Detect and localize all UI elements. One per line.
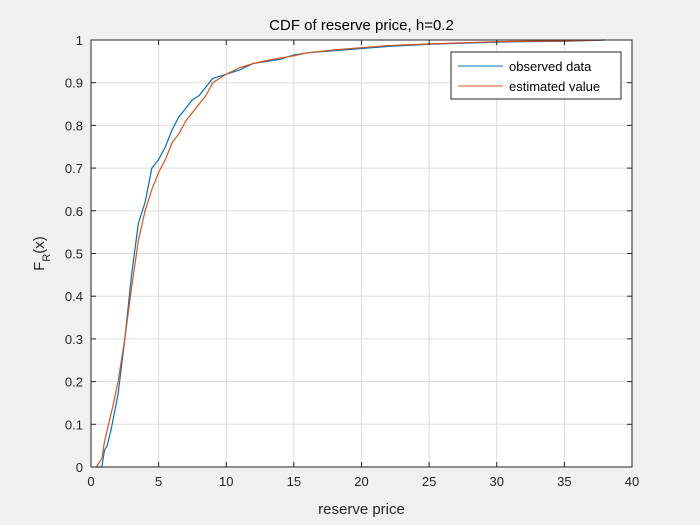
y-tick-label: 0	[76, 460, 83, 475]
x-tick-label: 25	[422, 474, 436, 489]
legend-box	[450, 51, 622, 100]
y-tick-label: 0.3	[65, 332, 83, 347]
chart-title: CDF of reserve price, h=0.2	[269, 17, 454, 34]
x-tick-label: 30	[490, 474, 504, 489]
x-tick-label: 15	[287, 474, 301, 489]
legend-entry-observed-data: observed data	[509, 59, 592, 74]
y-axis-label-subscript: R	[41, 254, 53, 262]
y-tick-label: 0.1	[65, 417, 83, 432]
y-tick-label: 0.6	[65, 204, 83, 219]
y-axis-label: FR(x)	[31, 236, 53, 271]
legend-entry-estimated-value: estimated value	[509, 79, 600, 94]
y-axis-label-main: F	[31, 262, 48, 271]
series-layer	[95, 39, 605, 468]
ticks: 0 5 10 15 20 25 30 35 40 0 0.1 0.2 0.3 0.4 0.5 0.6 0.7 0.…	[65, 33, 639, 489]
x-tick-label: 20	[354, 474, 368, 489]
x-tick-label: 10	[219, 474, 233, 489]
x-tick-label: 5	[155, 474, 162, 489]
x-tick-label: 40	[625, 474, 639, 489]
y-tick-label: 0.2	[65, 375, 83, 390]
y-tick-label: 1	[76, 33, 83, 48]
x-tick-label: 35	[557, 474, 571, 489]
x-axis-label: reserve price	[318, 501, 405, 518]
y-axis-label-rest: (x)	[31, 236, 48, 254]
y-tick-label: 0.7	[65, 161, 83, 176]
y-tick-label: 0.8	[65, 118, 83, 133]
y-tick-label: 0.4	[65, 289, 83, 304]
y-tick-label: 0.5	[65, 247, 83, 262]
legend: observed data estimated value	[450, 51, 622, 100]
y-tick-label: 0.9	[65, 76, 83, 91]
series-line-estimated-value	[95, 39, 605, 468]
x-tick-label: 0	[87, 474, 94, 489]
